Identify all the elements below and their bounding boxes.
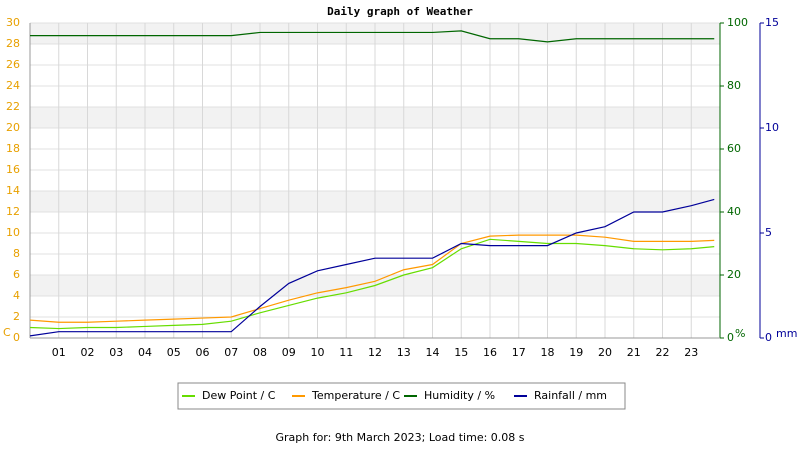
- series-line: [29, 198, 715, 337]
- y-tick-label: 20: [6, 121, 20, 134]
- y3-tick-label: 5: [765, 226, 772, 239]
- y-tick-label: 30: [6, 16, 20, 29]
- y-tick-label: 16: [6, 163, 20, 176]
- x-tick-label: 23: [684, 346, 698, 359]
- x-tick-label: 09: [282, 346, 296, 359]
- x-tick-label: 08: [253, 346, 267, 359]
- x-tick-label: 17: [512, 346, 526, 359]
- y2-tick-label: 80: [727, 79, 741, 92]
- series-line: [29, 234, 715, 323]
- legend-box: [177, 382, 626, 410]
- x-tick-label: 07: [224, 346, 238, 359]
- y2-tick-label: 60: [727, 142, 741, 155]
- y-tick-label: 0: [13, 331, 20, 344]
- y-tick-label: 12: [6, 205, 20, 218]
- x-tick-label: 13: [397, 346, 411, 359]
- y-tick-label: 28: [6, 37, 20, 50]
- y-tick-label: 6: [13, 268, 20, 281]
- legend-label: Temperature / C: [311, 389, 400, 402]
- x-tick-label: 11: [339, 346, 353, 359]
- x-tick-label: 03: [109, 346, 123, 359]
- y-tick-label: 4: [13, 289, 20, 302]
- footer: Graph for: 9th March 2023; Load time: 0.…: [275, 431, 524, 444]
- y3-tick-label: 0: [765, 331, 772, 344]
- x-tick-label: 12: [368, 346, 382, 359]
- y3-tick-label: 15: [765, 16, 779, 29]
- x-tick-label: 14: [426, 346, 440, 359]
- y-tick-label: 8: [13, 247, 20, 260]
- y-tick-label: 2: [13, 310, 20, 323]
- x-tick-label: 16: [483, 346, 497, 359]
- y-tick-label: 14: [6, 184, 20, 197]
- x-tick-label: 02: [81, 346, 95, 359]
- x-tick-label: 15: [454, 346, 468, 359]
- x-tick-label: 06: [196, 346, 210, 359]
- y2-tick-label: 100: [727, 16, 748, 29]
- x-tick-label: 18: [541, 346, 555, 359]
- x-tick-label: 05: [167, 346, 181, 359]
- y2-tick-label: 20: [727, 268, 741, 281]
- x-tick-label: 19: [569, 346, 583, 359]
- y-tick-label: 10: [6, 226, 20, 239]
- x-tick-label: 20: [598, 346, 612, 359]
- x-tick-label: 22: [656, 346, 670, 359]
- y-tick-label: 18: [6, 142, 20, 155]
- y2-axis-label: %: [735, 327, 745, 340]
- y-tick-label: 22: [6, 100, 20, 113]
- series-line: [29, 238, 715, 330]
- y-tick-label: 24: [6, 79, 20, 92]
- series-line: [30, 30, 715, 43]
- x-tick-label: 21: [627, 346, 641, 359]
- legend-label: Dew Point / C: [202, 389, 276, 402]
- x-tick-label: 10: [311, 346, 325, 359]
- legend-label: Humidity / %: [424, 389, 495, 402]
- y2-tick-label: 40: [727, 205, 741, 218]
- x-tick-label: 01: [52, 346, 66, 359]
- y-tick-label: 26: [6, 58, 20, 71]
- x-tick-label: 04: [138, 346, 152, 359]
- legend-label: Rainfall / mm: [534, 389, 607, 402]
- y3-axis-label: mm: [776, 327, 797, 340]
- y2-tick-label: 0: [727, 331, 734, 344]
- y3-tick-label: 10: [765, 121, 779, 134]
- y-axis-label: C: [3, 326, 11, 339]
- chart-title: Daily graph of Weather: [327, 5, 473, 18]
